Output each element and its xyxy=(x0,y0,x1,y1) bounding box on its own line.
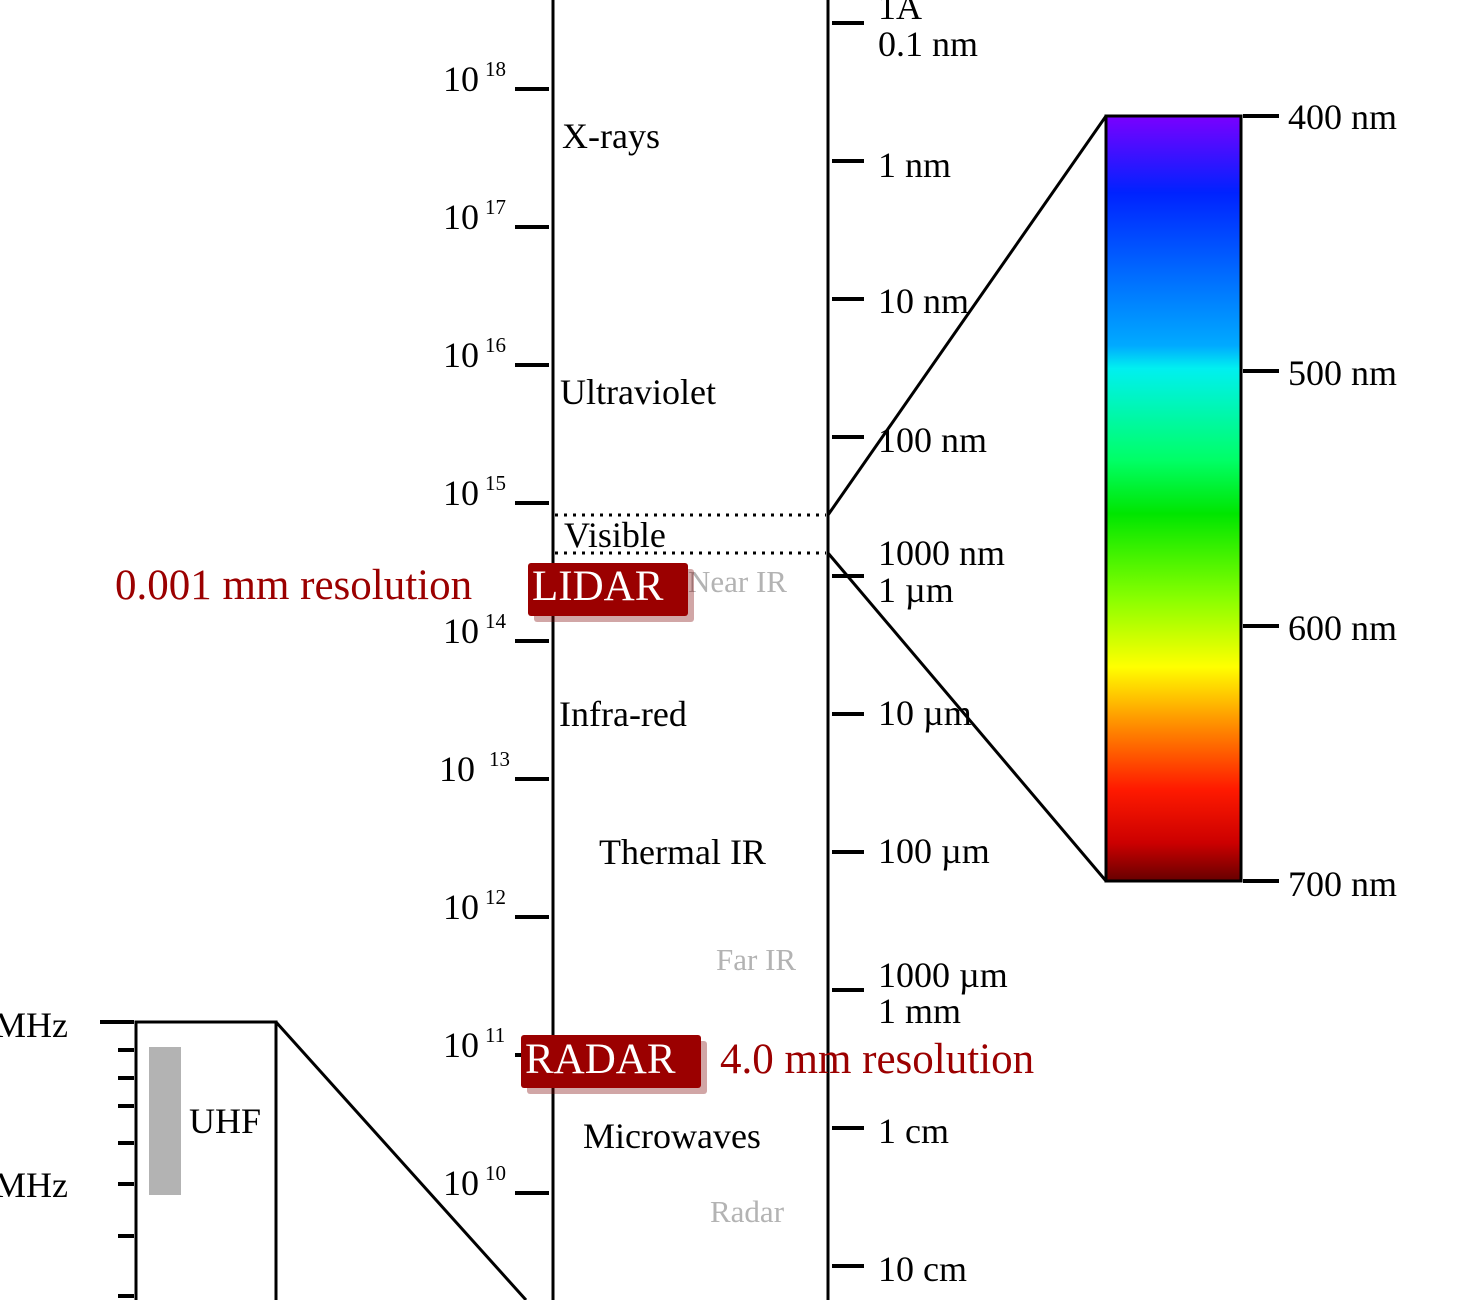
band-far-ir: Far IR xyxy=(716,942,796,977)
wavelength-ticks xyxy=(832,21,864,1268)
radio-zoom-line xyxy=(274,1020,528,1300)
spectrum-ticks xyxy=(1243,114,1279,883)
spectrum-label-700: 700 nm xyxy=(1288,864,1397,904)
band-visible: Visible xyxy=(564,515,666,555)
band-near-ir: Near IR xyxy=(688,564,787,599)
radar-badge: RADAR xyxy=(521,1035,707,1094)
lidar-resolution-note: 0.001 mm resolution xyxy=(115,562,472,609)
wl-label-0-1nm: 0.1 nm xyxy=(878,24,978,64)
wl-label-1000nm: 1000 nm xyxy=(878,533,1005,573)
radio-inset-box xyxy=(134,1020,278,1300)
radio-inset-ticks xyxy=(100,1020,134,1298)
band-thermal-ir: Thermal IR xyxy=(599,832,766,872)
radio-freq-label-top: MHz xyxy=(0,1005,68,1045)
band-radar: Radar xyxy=(710,1194,785,1229)
freq-label-12: 10 12 xyxy=(443,885,506,927)
freq-label-14: 10 14 xyxy=(443,609,507,651)
radio-freq-label-mid: MHz xyxy=(0,1165,68,1205)
wl-label-100um: 100 µm xyxy=(878,831,990,871)
band-infrared: Infra-red xyxy=(559,694,687,734)
freq-label-17: 10 17 xyxy=(443,195,506,237)
wl-label-1nm: 1 nm xyxy=(878,145,951,185)
wl-label-1mm: 1 mm xyxy=(878,991,961,1031)
band-microwaves: Microwaves xyxy=(583,1116,761,1156)
freq-label-16: 10 16 xyxy=(443,333,506,375)
wl-label-1um: 1 µm xyxy=(878,570,954,610)
wl-label-1cm: 1 cm xyxy=(878,1111,949,1151)
freq-label-15: 10 15 xyxy=(443,471,506,513)
wl-label-1a: 1A xyxy=(878,0,922,27)
lidar-badge-label: LIDAR xyxy=(532,563,664,610)
wl-label-10cm: 10 cm xyxy=(878,1249,967,1289)
wl-label-10nm: 10 nm xyxy=(878,281,969,321)
spectrum-label-400: 400 nm xyxy=(1288,97,1397,137)
band-xrays: X-rays xyxy=(562,116,660,156)
wl-label-100nm: 100 nm xyxy=(878,420,987,460)
wl-label-1000um: 1000 µm xyxy=(878,955,1008,995)
visible-spectrum-bar xyxy=(1104,114,1243,883)
wl-label-10um: 10 µm xyxy=(878,693,972,733)
visible-zoom-line-bottom xyxy=(826,552,1108,882)
spectrum-label-500: 500 nm xyxy=(1288,353,1397,393)
lidar-badge: LIDAR xyxy=(528,563,694,622)
spectrum-label-600: 600 nm xyxy=(1288,608,1397,648)
freq-label-18: 10 18 xyxy=(443,57,506,99)
uhf-band-bar xyxy=(149,1047,181,1195)
band-ultraviolet: Ultraviolet xyxy=(560,372,716,412)
freq-label-11: 10 11 xyxy=(443,1023,505,1065)
freq-label-13: 10 13 xyxy=(439,747,510,789)
visible-zoom-line-top xyxy=(826,115,1108,516)
radar-resolution-note: 4.0 mm resolution xyxy=(720,1036,1034,1083)
freq-label-10: 10 10 xyxy=(443,1161,506,1203)
frequency-ticks xyxy=(515,87,549,1195)
radar-badge-label: RADAR xyxy=(525,1036,676,1083)
uhf-label: UHF xyxy=(189,1101,261,1141)
